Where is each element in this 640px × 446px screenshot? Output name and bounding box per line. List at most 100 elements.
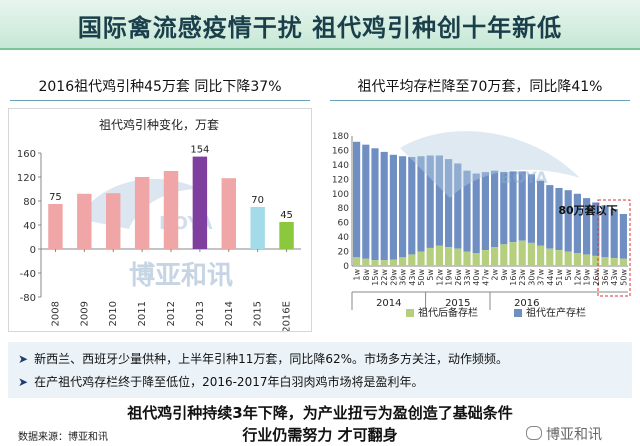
bar-reserve [619,258,627,266]
bar [250,207,265,249]
bar-reserve [454,248,462,266]
bar-reserve [573,253,581,266]
right-panel-title: 祖代平均存栏降至70万套，同比降41% [330,76,630,101]
bullet-item: ➤ 新西兰、西班牙少量供种，上半年引种11万套，同比降62%。市场多方关注，动作频… [18,350,508,367]
annotation-box [597,199,631,297]
data-source: 数据来源：博亚和讯 [18,432,108,443]
x-tick-label: 5w [426,269,435,281]
bar-reserve [362,258,370,266]
bar-reserve [555,250,563,266]
watermark-brand-right: BOYA [500,168,548,187]
bar [163,171,179,249]
left-chart-frame: BOYA 博亚和讯 祖代鸡引种变化，万套 -80 -40 0 40 80 120 160 7… [8,108,312,333]
x-tick-label: 43w [610,269,619,286]
bar-reserve [592,255,600,266]
bar-in-production [435,155,443,246]
x-tick-label: 2016E [282,301,293,331]
bar-in-production [537,180,545,246]
bar-in-production [583,198,591,255]
x-tick-label: 2012 [166,301,177,326]
title-banner: 国际禽流感疫情干扰 祖代鸡引种创十年新低 [0,0,640,50]
x-tick-label: 2013 [195,301,206,326]
bar-reserve [491,247,499,266]
y-tick-label: 120 [17,173,36,184]
bar-in-production [472,173,480,253]
arrow-bullet-icon: ➤ [18,375,29,389]
page-title: 国际禽流感疫情干扰 祖代鸡引种创十年新低 [77,14,563,42]
legend-swatch [514,309,522,317]
bar-reserve [500,244,508,266]
bar-in-production [408,156,416,255]
footer-watermark: 博亚和讯 [546,427,602,443]
bar-reserve [399,257,407,266]
x-tick-label: 8w [362,269,371,281]
x-tick-label: 5w [564,269,573,281]
bar-reserve [417,251,425,266]
x-tick-label: 23w [518,269,527,286]
bar-data-label: 154 [190,145,209,156]
x-tick-label: 2011 [137,301,148,326]
bullet-item: ➤ 在产祖代鸡存栏终于降至低位，2016-2017年白羽肉鸡市场将是盈利年。 [18,373,423,390]
bar-in-production [491,170,499,248]
x-tick-label: 2015 [253,301,264,326]
bar-reserve [426,247,434,266]
y-tick-label: 140 [332,161,349,171]
x-tick-label: 44w [546,269,555,286]
x-tick-label: 19w [583,269,592,286]
y-tick-label: 160 [17,149,36,160]
bar-in-production [573,193,581,253]
left-panel-title: 2016祖代鸡引种45万套 同比下降37% [10,76,310,101]
x-tick-label: 2010 [108,301,119,326]
y-tick-label: 80 [338,204,350,214]
x-tick-label: 26w [454,269,463,286]
y-tick-label: 0 [30,245,36,256]
boya-watermark: BOYA 博亚和讯 [79,179,233,291]
left-bars: 75 154 70 45 [48,145,294,249]
y-tick-label: 80 [23,197,36,208]
bar-reserve [610,258,618,266]
bar-reserve [408,254,416,266]
bar-data-label: 45 [280,210,293,221]
y-tick-label: 40 [338,233,350,243]
bullet-box: ➤ 新西兰、西班牙少量供种，上半年引种11万套，同比降62%。市场多方关注，动作频… [8,342,632,398]
x-tick-label: 22w [380,269,389,286]
y-tick-label: 20 [338,248,350,258]
bar-reserve [472,253,480,266]
bar-in-production [527,174,535,243]
right-y-axis: 0 20 40 60 80 100 120 140 160 180 [332,132,628,272]
bar-in-production [509,171,517,243]
left-x-axis: 2008 2009 2010 2011 2012 2013 2014 2015 2016E [50,249,293,333]
x-tick-label: 30w [527,269,536,286]
x-tick-label: 15w [371,269,380,286]
bar-data-label: 70 [251,195,264,206]
bar-reserve [583,254,591,266]
x-tick-label: 1w [353,269,362,281]
bar [48,204,63,249]
bar-reserve [601,257,609,266]
bar-in-production [592,202,600,256]
y-tick-label: -80 [20,293,36,304]
boya-watermark-right: BOYA [400,131,580,198]
year-label: 2016 [514,298,539,309]
y-tick-label: -40 [20,269,36,280]
x-tick-label: 12w [573,269,582,286]
bar-reserve [353,257,361,266]
bar [134,177,150,249]
bar-reserve [527,242,535,266]
legend-label: 祖代在产存栏 [526,306,586,319]
arrow-bullet-icon: ➤ [18,352,29,366]
x-tick-label: 43w [408,269,417,286]
bar-in-production [555,188,563,251]
x-tick-label: 36w [399,269,408,286]
bar-reserve [380,260,388,266]
watermark-logo-text: 博亚和讯 [129,261,233,291]
x-tick-label: 9w [500,269,509,281]
y-tick-label: 180 [332,132,349,142]
conclusion-line-1: 祖代鸡引种持续3年下降，为产业扭亏为盈创造了基础条件 [127,404,513,422]
bar-reserve [509,242,517,266]
bar [221,178,236,249]
bar-reserve [537,245,545,266]
wechat-icon [526,426,542,440]
bar-in-production [380,151,388,261]
bar [77,193,92,249]
